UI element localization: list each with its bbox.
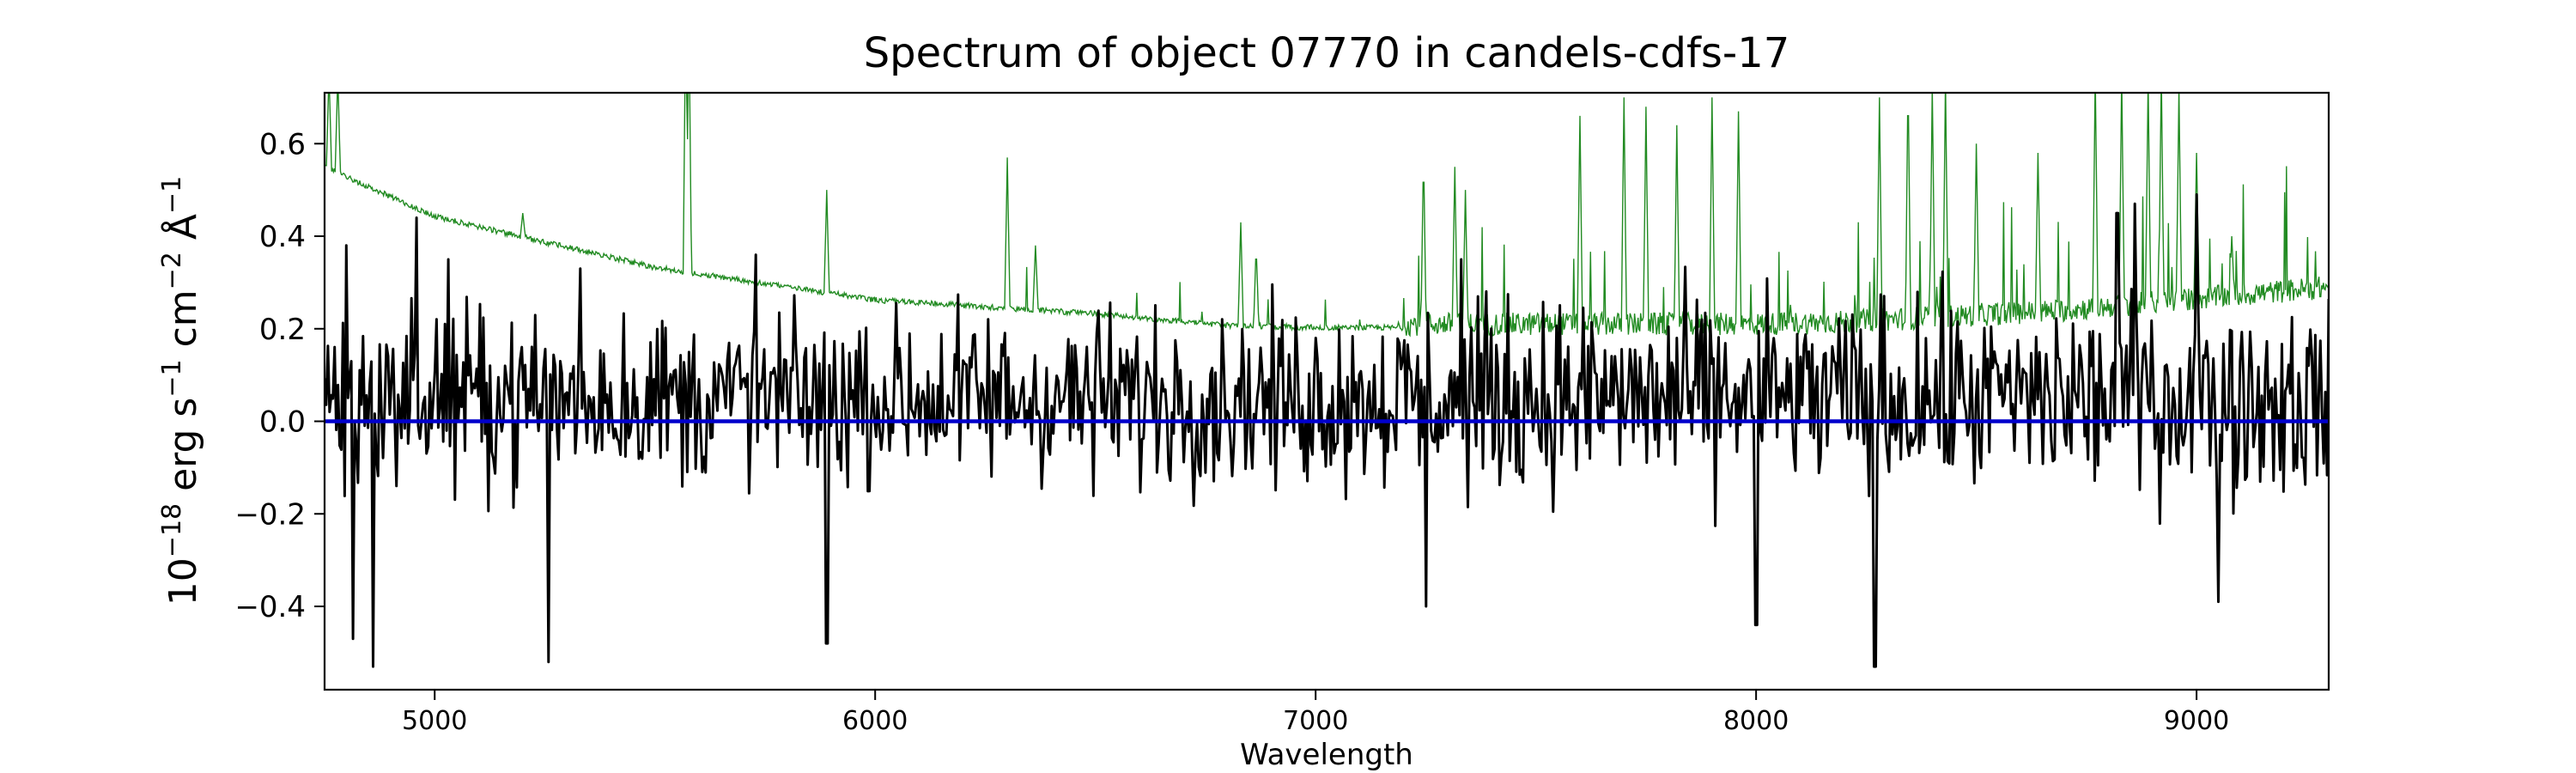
- x-tick-label: 6000: [842, 706, 908, 736]
- x-tick-label: 9000: [2164, 706, 2229, 736]
- chart-title: Spectrum of object 07770 in candels-cdfs…: [864, 29, 1790, 77]
- y-tick-label: 0.6: [259, 127, 306, 161]
- y-tick-label: −0.2: [234, 497, 306, 532]
- x-axis: 5000 6000 7000 8000 9000: [402, 690, 2229, 736]
- x-tick-label: 8000: [1723, 706, 1789, 736]
- y-tick-label: 0.4: [259, 220, 306, 254]
- y-tick-label: 0.2: [259, 313, 306, 347]
- x-tick-label: 7000: [1283, 706, 1348, 736]
- observed-spectrum-line: [325, 193, 2329, 668]
- x-tick-label: 5000: [402, 706, 467, 736]
- y-axis-label: 10−18 erg s−1 cm−2 Å−1: [157, 176, 205, 606]
- y-tick-label: 0.0: [259, 405, 306, 440]
- plot-series: [325, 93, 2329, 668]
- plot-frame: [323, 91, 2330, 691]
- noise-spectrum-line: [325, 93, 2329, 338]
- x-axis-label: Wavelength: [1240, 738, 1413, 772]
- y-tick-label: −0.4: [234, 590, 306, 624]
- y-axis: −0.4 −0.2 0.0 0.2 0.4 0.6: [234, 127, 325, 624]
